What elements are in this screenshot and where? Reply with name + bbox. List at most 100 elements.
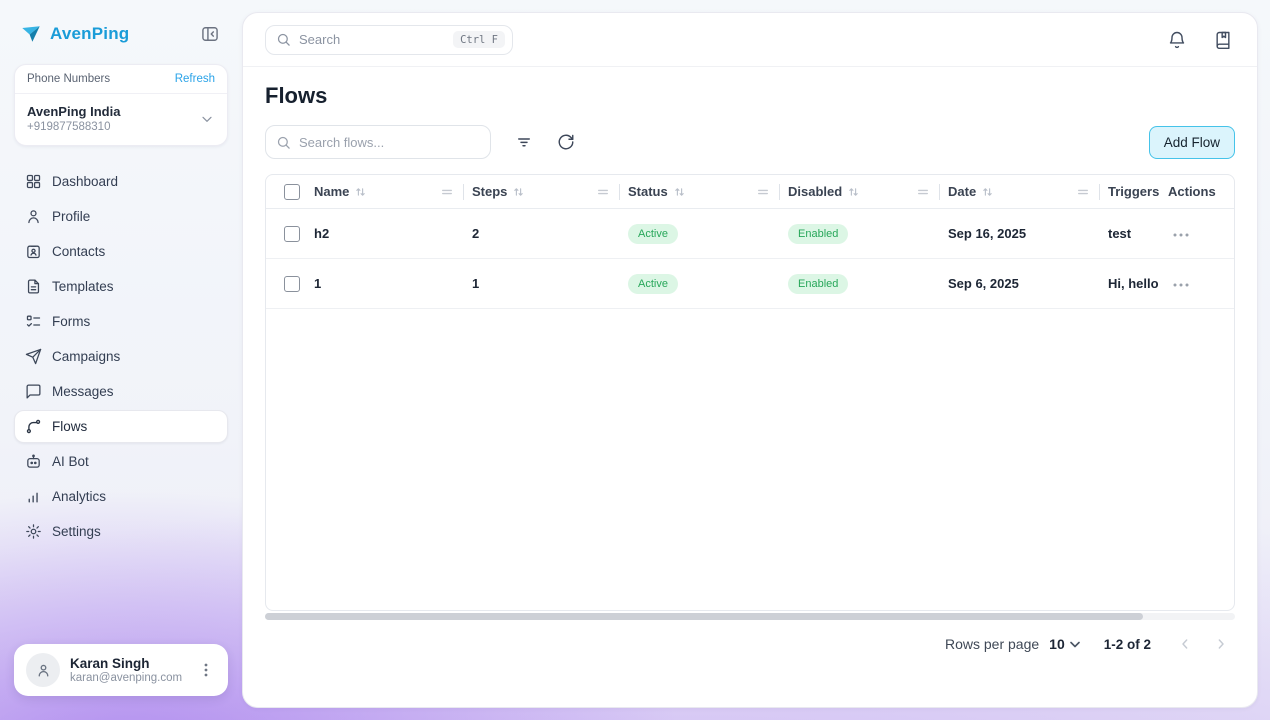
flows-table: Name Steps: [265, 174, 1235, 611]
search-shortcut-badge: Ctrl F: [453, 31, 505, 48]
column-resize-handle[interactable]: [916, 185, 930, 199]
refresh-icon[interactable]: [557, 133, 575, 151]
sidebar-item-label: Flows: [52, 419, 88, 434]
settings-gear-icon: [25, 523, 42, 540]
column-header-triggers[interactable]: Triggers: [1108, 184, 1160, 199]
sidebar-item-forms[interactable]: Forms: [14, 305, 228, 338]
flows-search-input[interactable]: [299, 134, 480, 150]
search-icon: [276, 32, 291, 47]
sidebar-item-analytics[interactable]: Analytics: [14, 480, 228, 513]
sidebar-item-label: Analytics: [52, 489, 107, 504]
sidebar-item-contacts[interactable]: Contacts: [14, 235, 228, 268]
column-resize-handle[interactable]: [596, 185, 610, 199]
sidebar-collapse-icon[interactable]: [198, 22, 222, 46]
sidebar-item-label: Messages: [52, 384, 114, 399]
contacts-icon: [25, 243, 42, 260]
column-resize-handle[interactable]: [1076, 185, 1090, 199]
previous-page-chevron-icon[interactable]: [1177, 636, 1193, 652]
table-row: h2 2 Active Enabled Sep 16, 2025 test: [266, 209, 1234, 259]
search-icon: [276, 135, 291, 150]
add-flow-button[interactable]: Add Flow: [1148, 125, 1235, 159]
user-name: Karan Singh: [70, 656, 150, 671]
flow-date: Sep 16, 2025: [948, 226, 1027, 241]
flow-steps: 2: [472, 226, 480, 241]
analytics-icon: [25, 488, 42, 505]
sidebar-item-dashboard[interactable]: Dashboard: [14, 165, 228, 198]
column-header-steps[interactable]: Steps: [464, 175, 620, 208]
sidebar-item-campaigns[interactable]: Campaigns: [14, 340, 228, 373]
sidebar-item-label: Settings: [52, 524, 101, 539]
flow-triggers: Hi, hello: [1108, 276, 1159, 291]
status-badge: Active: [628, 273, 678, 294]
pagination: Rows per page 10 1-2 of 2: [265, 636, 1235, 652]
next-page-chevron-icon[interactable]: [1213, 636, 1229, 652]
row-actions-dots-icon[interactable]: [1168, 278, 1198, 292]
rows-per-page-value: 10: [1049, 636, 1065, 652]
sort-icon: [981, 186, 994, 198]
avatar: [26, 653, 60, 687]
refresh-link[interactable]: Refresh: [174, 73, 215, 85]
flow-name: 1: [314, 276, 322, 291]
flows-search[interactable]: [265, 125, 491, 159]
campaigns-send-icon: [25, 348, 42, 365]
phone-numbers-panel: Phone Numbers Refresh AvenPing India +91…: [14, 64, 228, 146]
table-row: 1 1 Active Enabled Sep 6, 2025 Hi, hello: [266, 259, 1234, 309]
user-card: Karan Singh karan@avenping.com: [14, 644, 228, 696]
flows-icon: [25, 418, 42, 435]
global-search-input[interactable]: [299, 32, 446, 47]
avenping-logo-icon: [20, 23, 42, 45]
column-header-actions: Actions: [1168, 184, 1216, 199]
user-email: karan@avenping.com: [70, 672, 183, 684]
sidebar-item-label: Forms: [52, 314, 91, 329]
profile-icon: [25, 208, 42, 225]
rows-per-page-label: Rows per page: [944, 636, 1040, 652]
row-checkbox[interactable]: [284, 225, 300, 242]
row-actions-dots-icon[interactable]: [1168, 228, 1198, 242]
sidebar-item-label: Profile: [52, 209, 91, 224]
docs-book-icon[interactable]: [1213, 30, 1233, 50]
main-panel: Ctrl F Flows: [242, 12, 1258, 708]
flow-triggers: test: [1108, 226, 1132, 241]
select-all-checkbox[interactable]: [284, 183, 300, 200]
column-resize-handle[interactable]: [440, 185, 454, 199]
phone-panel-title: Phone Numbers: [27, 73, 111, 85]
sidebar-item-templates[interactable]: Templates: [14, 270, 228, 303]
flow-name: h2: [314, 226, 330, 241]
sidebar: AvenPing Phone Numbers Refresh AvenPing …: [0, 0, 242, 720]
row-checkbox[interactable]: [284, 275, 300, 292]
chevron-down-icon: [199, 111, 215, 127]
sort-icon: [512, 186, 525, 198]
sidebar-item-settings[interactable]: Settings: [14, 515, 228, 548]
user-menu-dots-icon[interactable]: [196, 659, 216, 681]
dashboard-icon: [25, 173, 42, 190]
disabled-badge: Enabled: [788, 273, 849, 294]
global-search[interactable]: Ctrl F: [265, 24, 513, 55]
ai-bot-icon: [25, 453, 42, 470]
caret-down-icon: [1069, 641, 1080, 647]
sidebar-item-flows[interactable]: Flows: [14, 410, 228, 443]
topbar: Ctrl F: [243, 13, 1257, 67]
sidebar-item-label: AI Bot: [52, 454, 89, 469]
rows-per-page-select[interactable]: 10: [1049, 636, 1080, 652]
column-header-date[interactable]: Date: [940, 175, 1100, 208]
sidebar-item-ai-bot[interactable]: AI Bot: [14, 445, 228, 478]
scrollbar-thumb[interactable]: [265, 613, 1143, 620]
brand-name: AvenPing: [50, 24, 130, 43]
horizontal-scrollbar[interactable]: [265, 613, 1235, 620]
forms-icon: [25, 313, 42, 330]
notifications-bell-icon[interactable]: [1167, 30, 1187, 50]
column-header-name[interactable]: Name: [306, 175, 464, 208]
filter-icon[interactable]: [515, 133, 533, 151]
sidebar-item-messages[interactable]: Messages: [14, 375, 228, 408]
column-resize-handle[interactable]: [756, 185, 770, 199]
sidebar-item-label: Dashboard: [52, 174, 119, 189]
phone-number-selector[interactable]: AvenPing India +919877588310: [15, 94, 227, 145]
sidebar-nav: Dashboard Profile Contacts: [14, 164, 228, 549]
column-header-status[interactable]: Status: [620, 175, 780, 208]
status-badge: Active: [628, 223, 678, 244]
messages-icon: [25, 383, 42, 400]
column-header-disabled[interactable]: Disabled: [780, 175, 940, 208]
phone-account-name: AvenPing India: [27, 104, 121, 119]
table-header-row: Name Steps: [266, 175, 1234, 209]
sidebar-item-profile[interactable]: Profile: [14, 200, 228, 233]
